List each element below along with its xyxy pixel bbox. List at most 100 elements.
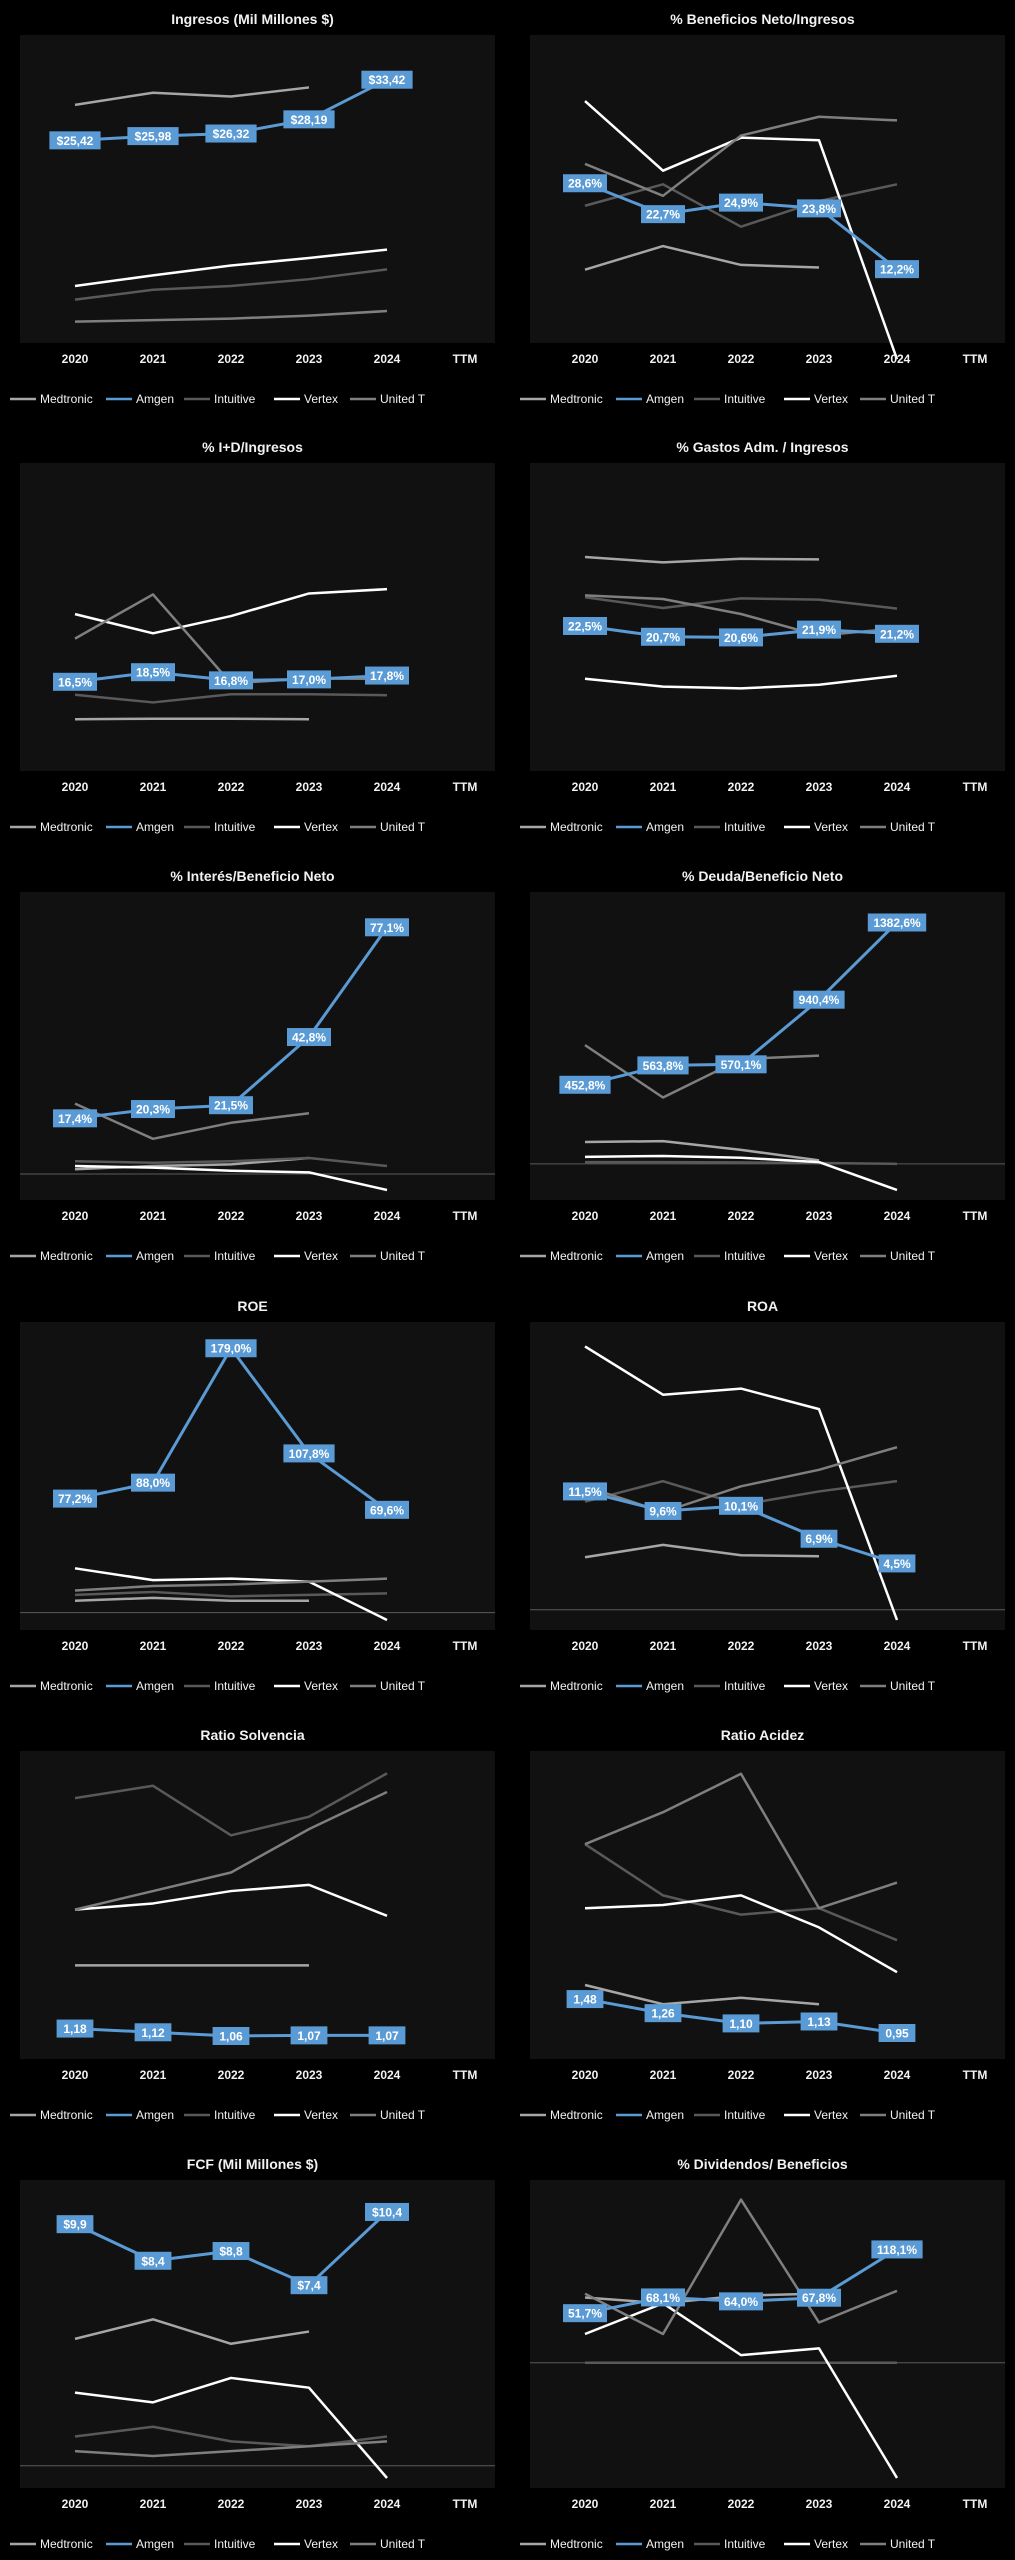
svg-text:$10,4: $10,4: [372, 2205, 402, 2219]
legend-label: Amgen: [646, 392, 684, 406]
legend-label: Medtronic: [550, 1249, 603, 1263]
legend-label: Vertex: [304, 392, 338, 406]
series-line-intuitive: [74, 1772, 388, 1837]
legend-label: Intuitive: [724, 1249, 766, 1263]
legend-label: Medtronic: [550, 392, 603, 406]
x-tick-label: 2024: [374, 1209, 401, 1223]
data-label: 4,5%: [878, 1554, 916, 1573]
svg-text:107,8%: 107,8%: [289, 1447, 330, 1461]
x-tick-label: 2023: [806, 2068, 833, 2082]
x-tick-label: 2023: [296, 1639, 323, 1653]
chart-svg: $25,42 $25,98 $26,32 $28,19 $33,42 2020 2021 20…: [10, 11, 495, 406]
legend-label: Amgen: [136, 1249, 174, 1263]
series-line-intuitive: [584, 1843, 898, 1942]
svg-text:67,8%: 67,8%: [802, 2291, 836, 2305]
series-line-vertex: [74, 248, 388, 288]
data-label: 1,13: [800, 2012, 838, 2031]
svg-text:$25,42: $25,42: [57, 134, 94, 148]
data-label: 107,8%: [283, 1444, 335, 1463]
svg-text:118,1%: 118,1%: [877, 2243, 917, 2257]
chart-svg: 77,2% 88,0% 179,0% 107,8% 69,6% 2020 2021 2022 2…: [10, 1298, 495, 1693]
data-label: 17,8%: [365, 666, 409, 685]
data-label: 16,5%: [53, 672, 97, 691]
data-label: $25,42: [49, 131, 101, 150]
svg-text:$28,19: $28,19: [291, 113, 328, 127]
x-tick-label: TTM: [963, 780, 988, 794]
chart-title: % I+D/Ingresos: [202, 439, 303, 455]
legend-label: Intuitive: [214, 392, 256, 406]
chart-svg: 51,7% 68,1% 64,0% 67,8% 118,1% 2020 2021 2022 20…: [520, 2156, 1005, 2551]
svg-text:$8,4: $8,4: [141, 2254, 165, 2268]
svg-text:68,1%: 68,1%: [646, 2291, 680, 2305]
data-label: 88,0%: [131, 1473, 175, 1492]
legend: Medtronic Amgen Intuitive Vertex United T: [520, 1249, 936, 1263]
data-label: 68,1%: [641, 2288, 685, 2307]
svg-text:17,4%: 17,4%: [58, 1112, 92, 1126]
chart-svg: 28,6% 22,7% 24,9% 23,8% 12,2% 2020 2021 2022 202…: [520, 11, 1005, 406]
x-tick-label: 2024: [374, 352, 401, 366]
data-label: $26,32: [205, 124, 257, 143]
legend: Medtronic Amgen Intuitive Vertex United T: [10, 1249, 426, 1263]
data-label: 6,9%: [800, 1529, 838, 1548]
x-tick-label: 2022: [218, 1209, 245, 1223]
x-tick-label: 2024: [884, 1639, 911, 1653]
x-tick-label: 2022: [728, 1209, 755, 1223]
data-label: 21,2%: [875, 624, 919, 643]
series-line-united-t: [584, 1772, 898, 1910]
data-label: $10,4: [365, 2202, 409, 2221]
x-tick-label: 2020: [62, 1209, 89, 1223]
series-line-intuitive: [74, 693, 388, 704]
chart-svg: 16,5% 18,5% 16,8% 17,0% 17,8% 2020 2021 2022 202…: [10, 439, 495, 834]
data-label: 1,10: [722, 2014, 760, 2033]
x-tick-label: 2021: [140, 780, 167, 794]
x-tick-label: 2024: [884, 1209, 911, 1223]
data-label: 563,8%: [637, 1056, 689, 1075]
svg-text:42,8%: 42,8%: [292, 1031, 326, 1045]
svg-text:1382,6%: 1382,6%: [873, 916, 921, 930]
chart-title: Ingresos (Mil Millones $): [171, 11, 334, 27]
chart-panel: 51,7% 68,1% 64,0% 67,8% 118,1% 2020 2021 2022 20…: [515, 2145, 1010, 2555]
legend: Medtronic Amgen Intuitive Vertex United T: [520, 820, 936, 834]
series-line-medtronic: [74, 86, 310, 107]
x-tick-label: 2020: [572, 1639, 599, 1653]
legend-label: Medtronic: [550, 2108, 603, 2122]
x-tick-label: TTM: [963, 2068, 988, 2082]
legend-label: United T: [380, 2108, 426, 2122]
x-tick-label: 2021: [650, 352, 677, 366]
series-line-united-t: [74, 309, 388, 323]
legend-label: United T: [380, 820, 426, 834]
series-line-vertex: [584, 1894, 898, 1974]
series-line-vertex: [584, 674, 898, 690]
x-tick-label: TTM: [453, 2068, 478, 2082]
plot-area: [530, 892, 1005, 1200]
plot-area: [530, 2180, 1005, 2488]
svg-text:179,0%: 179,0%: [211, 1342, 252, 1356]
chart-panel: 452,8% 563,8% 570,1% 940,4% 1382,6% 2020 2021 2…: [515, 857, 1010, 1267]
series-line-vertex: [74, 1164, 388, 1192]
svg-text:1,06: 1,06: [219, 2029, 243, 2043]
x-tick-label: 2020: [62, 780, 89, 794]
chart-title: Ratio Acidez: [721, 1727, 805, 1743]
x-tick-label: 2020: [572, 352, 599, 366]
legend-label: Vertex: [814, 392, 848, 406]
x-tick-label: TTM: [453, 352, 478, 366]
series-line-intuitive: [584, 183, 898, 228]
x-tick-label: 2023: [806, 1209, 833, 1223]
data-label: 1382,6%: [867, 913, 927, 932]
x-tick-label: 2022: [218, 1639, 245, 1653]
series-line-vertex: [584, 2302, 899, 2479]
svg-text:1,26: 1,26: [651, 2007, 675, 2021]
legend-label: Intuitive: [214, 1249, 256, 1263]
legend-label: Vertex: [814, 1249, 848, 1263]
data-label: 22,7%: [641, 205, 685, 224]
x-tick-label: 2023: [806, 352, 833, 366]
svg-text:69,6%: 69,6%: [370, 1503, 404, 1517]
data-label: 10,1%: [719, 1496, 763, 1515]
svg-text:22,7%: 22,7%: [646, 208, 680, 222]
svg-text:9,6%: 9,6%: [649, 1504, 677, 1518]
svg-text:570,1%: 570,1%: [721, 1058, 762, 1072]
legend-label: Vertex: [814, 2537, 848, 2551]
svg-text:1,13: 1,13: [807, 2015, 831, 2029]
data-label: 17,4%: [53, 1109, 97, 1128]
data-label: 16,8%: [209, 671, 253, 690]
